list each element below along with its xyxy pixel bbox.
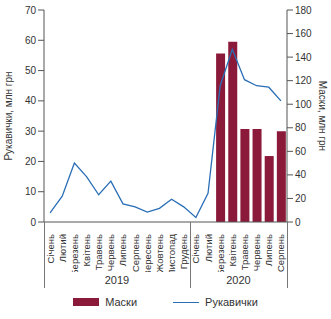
svg-text:Жовтень: Жовтень (154, 234, 165, 272)
html-text:2020: 2020 (226, 274, 251, 286)
svg-text:Січень: Січень (45, 234, 56, 263)
svg-text:Рукавички, млн грн: Рукавички, млн грн (8, 71, 14, 160)
svg-text:Квітень: Квітень (81, 234, 92, 266)
svg-text:60: 60 (295, 146, 307, 157)
svg-text:30: 30 (25, 126, 37, 137)
svg-text:Січень: Січень (190, 234, 201, 263)
svg-text:20: 20 (295, 193, 307, 204)
html-text:2019: 2019 (104, 274, 130, 286)
html-text:Рукавички: Рукавички (205, 296, 258, 308)
svg-text:50: 50 (25, 65, 37, 76)
svg-text:Березень: Березень (69, 234, 80, 272)
svg-text:40: 40 (295, 169, 307, 180)
svg-text:140: 140 (295, 52, 312, 63)
svg-text:40: 40 (25, 95, 37, 106)
svg-text:60: 60 (25, 35, 37, 46)
svg-text:80: 80 (295, 122, 307, 133)
svg-text:Серпень: Серпень (275, 234, 286, 272)
svg-text:0: 0 (295, 217, 301, 228)
svg-text:Серпень: Серпень (130, 234, 141, 272)
svg-text:180: 180 (295, 5, 312, 16)
svg-text:120: 120 (295, 75, 312, 86)
svg-text:Маски, млн грн: Маски, млн грн (317, 81, 323, 151)
svg-text:Квітень: Квітень (227, 234, 238, 266)
svg-text:10: 10 (25, 186, 37, 197)
svg-text:Лютий: Лютий (203, 234, 214, 262)
svg-text:0: 0 (30, 217, 36, 228)
svg-text:Лютий: Лютий (57, 234, 68, 262)
svg-text:Вересень: Вересень (142, 234, 153, 272)
svg-text:Грудень: Грудень (178, 234, 189, 269)
svg-text:20: 20 (25, 156, 37, 167)
svg-text:70: 70 (25, 5, 37, 16)
svg-text:Травень: Травень (93, 234, 104, 270)
svg-text:100: 100 (295, 99, 312, 110)
svg-text:Березень: Березень (215, 234, 226, 272)
svg-text:160: 160 (295, 28, 312, 39)
svg-text:Липень: Липень (117, 234, 128, 266)
svg-text:Липень: Липень (263, 234, 274, 266)
svg-text:Червень: Червень (105, 234, 116, 271)
svg-text:Листопад: Листопад (166, 234, 177, 272)
html-text:Маски: Маски (105, 296, 138, 308)
svg-text:Червень: Червень (251, 234, 262, 271)
svg-text:Травень: Травень (239, 234, 250, 270)
